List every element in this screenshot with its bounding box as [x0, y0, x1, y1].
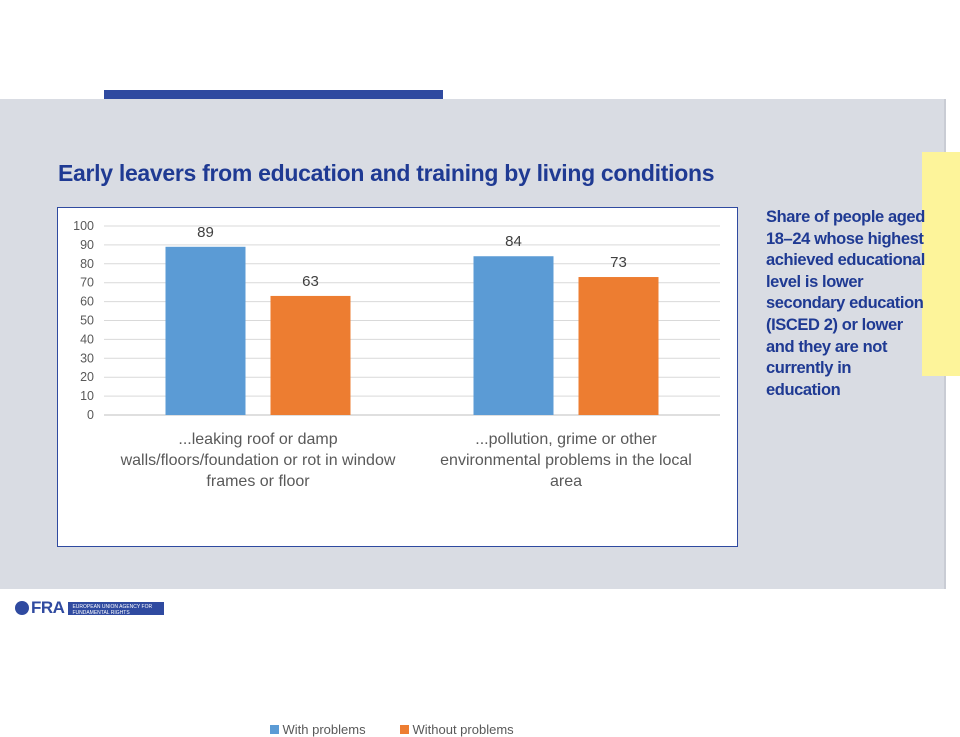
y-tick-label-50: 50	[80, 314, 94, 328]
legend-item-without-problems: Without problems	[399, 722, 514, 737]
data-label-without-problems-0: 63	[302, 273, 319, 290]
y-tick-label-60: 60	[80, 295, 94, 309]
slide-title: Early leavers from education and trainin…	[58, 160, 715, 186]
y-tick-label-70: 70	[80, 276, 94, 290]
legend-swatch-with-problems	[269, 725, 279, 734]
y-tick-label-80: 80	[80, 257, 94, 271]
y-tick-label-90: 90	[80, 238, 94, 252]
legend-label-without-problems: Without problems	[412, 722, 514, 737]
data-label-with-problems-1: 84	[505, 233, 522, 250]
logo-agency-name: EUROPEAN UNION AGENCY FOR FUNDAMENTAL RI…	[68, 601, 165, 616]
sticky-note	[922, 152, 960, 376]
y-tick-label-40: 40	[80, 332, 94, 346]
data-label-with-problems-0: 89	[197, 224, 214, 241]
y-tick-label-30: 30	[80, 351, 94, 365]
y-tick-label-10: 10	[80, 389, 94, 403]
bar-without-problems-0	[270, 295, 351, 415]
logo-acronym: FRA	[31, 598, 65, 617]
category-label-leaking-roof: ...leaking roof or damp walls/floors/fou…	[120, 431, 396, 490]
legend-label-with-problems: With problems	[282, 722, 366, 737]
legend-item-with-problems: With problems	[269, 722, 366, 737]
data-label-without-problems-1: 73	[610, 254, 627, 271]
category-label-pollution: ...pollution, grime or other environment…	[440, 431, 692, 490]
bar-without-problems-1	[578, 277, 659, 415]
chart-container: 0 10 20 30 40 50 60 70 80 90 100 89 84 63 73 ...leakin…	[57, 207, 738, 737]
bar-with-problems-0	[165, 246, 246, 415]
bar-with-problems-1	[473, 256, 554, 415]
chart-description: Share of people aged 18–24 whose highest…	[766, 208, 925, 399]
legend-swatch-without-problems	[399, 725, 409, 734]
bar-chart: 0 10 20 30 40 50 60 70 80 90 100 89 84 63 73	[73, 219, 720, 422]
fra-logo: FRA EUROPEAN UNION AGENCY FOR FUNDAMENTA…	[15, 598, 165, 617]
y-tick-label-0: 0	[87, 408, 94, 422]
y-tick-label-20: 20	[80, 370, 94, 384]
y-tick-label-100: 100	[73, 219, 94, 233]
accent-bar	[104, 90, 443, 99]
eu-stars-icon	[15, 601, 29, 615]
